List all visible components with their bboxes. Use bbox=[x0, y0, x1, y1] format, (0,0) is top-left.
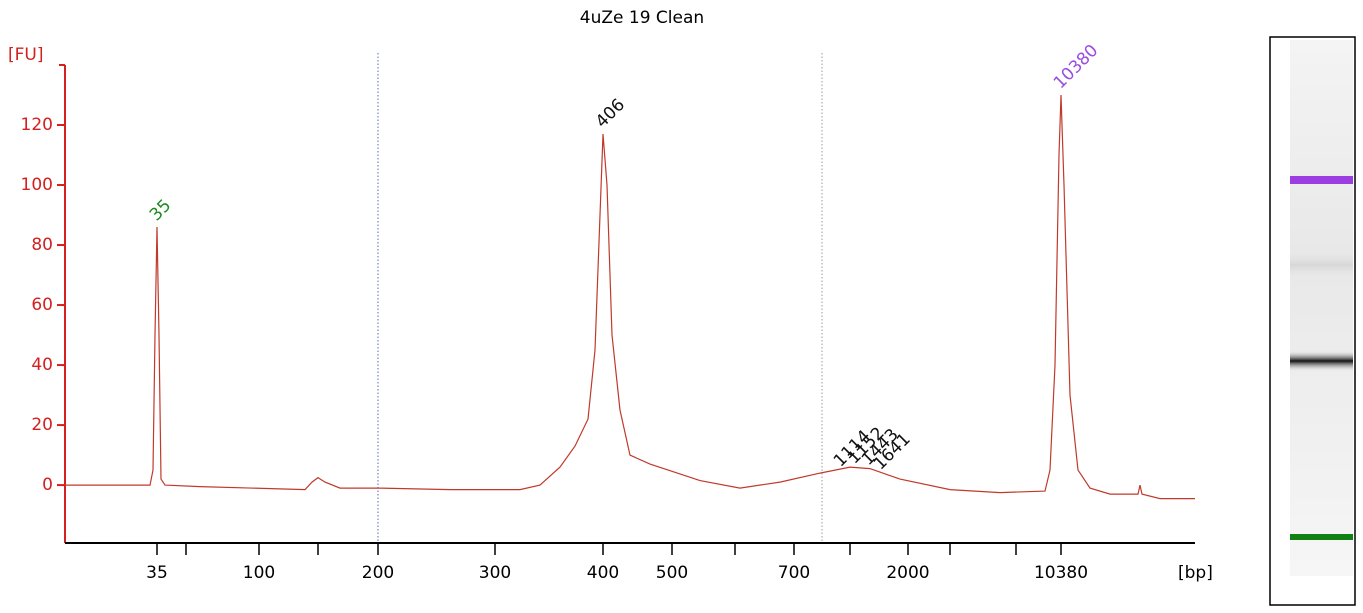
x-axis-label: [bp] bbox=[1178, 563, 1213, 583]
peak-label: 10380 bbox=[1050, 41, 1102, 93]
y-tick-label: 120 bbox=[21, 115, 53, 135]
x-tick-label: 500 bbox=[656, 563, 688, 583]
x-tick-label: 400 bbox=[587, 563, 619, 583]
gel-band-main bbox=[1290, 350, 1353, 372]
y-tick-label: 100 bbox=[21, 175, 53, 195]
chart-title: 4uZe 19 Clean bbox=[580, 8, 704, 28]
gel-band-upper bbox=[1290, 176, 1353, 184]
y-axis-label: [FU] bbox=[8, 45, 44, 65]
x-tick-label: 700 bbox=[778, 563, 810, 583]
y-tick-label: 20 bbox=[31, 415, 53, 435]
y-tick-label: 60 bbox=[31, 295, 53, 315]
gel-background bbox=[1290, 40, 1353, 576]
x-tick-label: 10380 bbox=[1034, 563, 1088, 583]
x-tick-label: 100 bbox=[243, 563, 275, 583]
x-tick-label: 35 bbox=[146, 563, 168, 583]
trace bbox=[65, 94, 1195, 500]
x-tick-label: 300 bbox=[479, 563, 511, 583]
y-tick-label: 40 bbox=[31, 355, 53, 375]
x-tick-label: 2000 bbox=[886, 563, 929, 583]
gel-band-lower bbox=[1290, 534, 1353, 540]
peak-label: 35 bbox=[146, 196, 175, 225]
gel-smear bbox=[1290, 250, 1353, 280]
gel-lane bbox=[1269, 36, 1356, 606]
y-tick-label: 80 bbox=[31, 235, 53, 255]
x-tick-label: 200 bbox=[362, 563, 394, 583]
y-tick-label: 0 bbox=[42, 475, 53, 495]
peak-label: 406 bbox=[592, 95, 629, 132]
